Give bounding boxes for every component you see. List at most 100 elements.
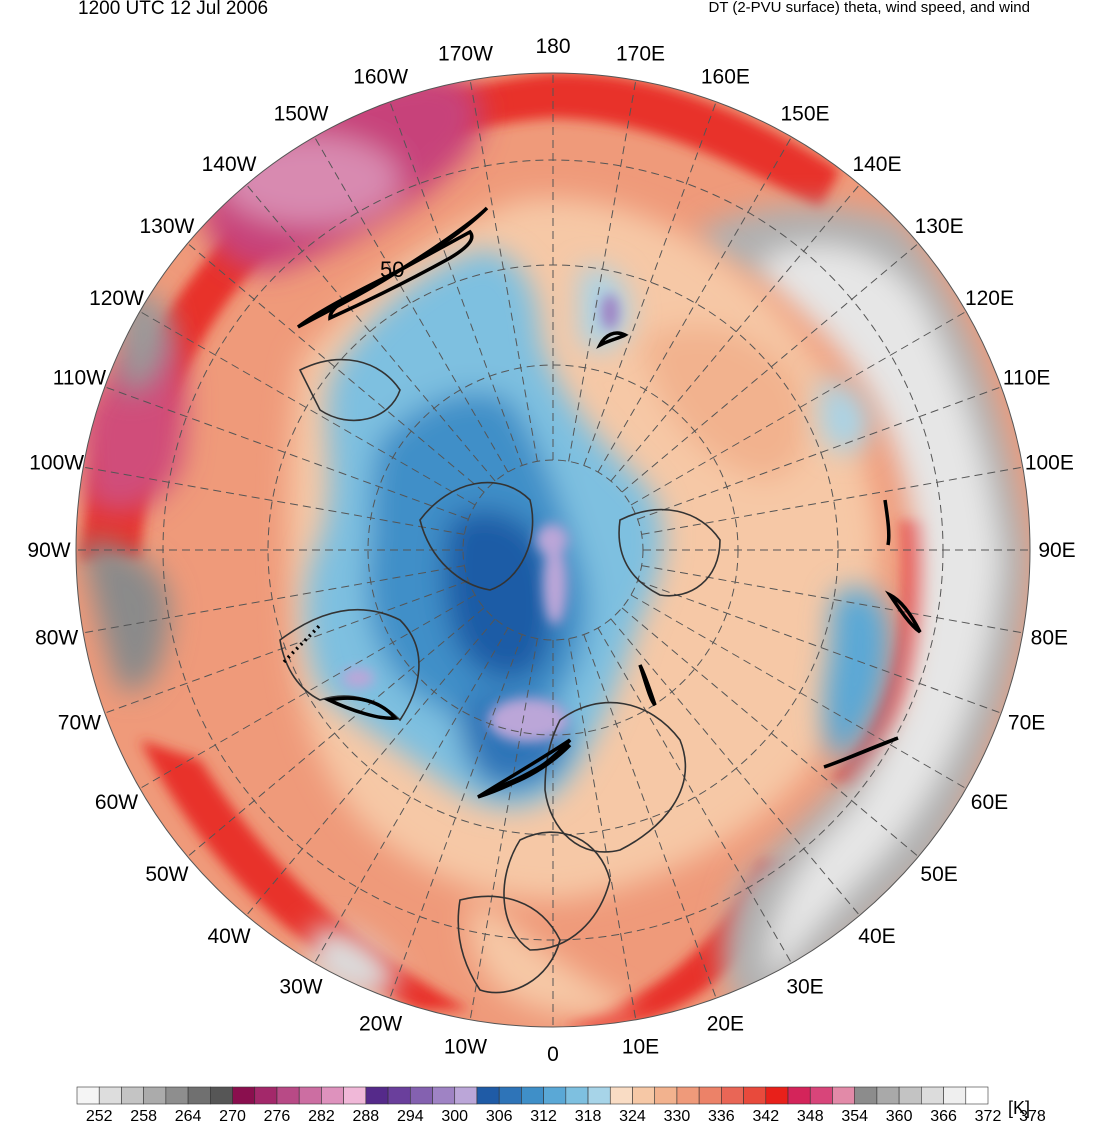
longitude-label: 110E bbox=[1003, 367, 1051, 390]
colorbar-tick-label: 258 bbox=[130, 1108, 157, 1125]
longitude-label: 90E bbox=[1038, 539, 1075, 562]
colorbar-tick-label: 366 bbox=[930, 1108, 957, 1125]
colorbar-swatch bbox=[521, 1086, 544, 1105]
longitude-label: 130E bbox=[915, 215, 964, 238]
colorbar-swatch bbox=[121, 1086, 144, 1105]
colorbar-swatch bbox=[165, 1086, 189, 1105]
colorbar-tick-label: 318 bbox=[575, 1108, 602, 1125]
colorbar-tick-label: 378 bbox=[1019, 1108, 1046, 1125]
longitude-label: 60E bbox=[971, 791, 1008, 814]
longitude-label: 60W bbox=[95, 791, 138, 814]
colorbar-swatch bbox=[654, 1086, 678, 1105]
colorbar-swatch bbox=[98, 1086, 122, 1105]
colorbar-swatch bbox=[432, 1086, 456, 1105]
longitude-label: 70W bbox=[58, 711, 101, 734]
colorbar-tick-label: 312 bbox=[530, 1108, 557, 1125]
colorbar-swatch bbox=[321, 1086, 344, 1105]
colorbar-tick-label: 360 bbox=[886, 1108, 913, 1125]
colorbar-unit: [K] bbox=[1008, 1098, 1030, 1118]
colorbar: 252 258 264 270 276 282 288 294 300 306 312 318 324 3… bbox=[76, 1086, 1046, 1125]
colorbar-tick-label: 348 bbox=[797, 1108, 824, 1125]
colorbar-swatch bbox=[898, 1086, 922, 1105]
colorbar-tick-label: 264 bbox=[175, 1108, 202, 1125]
colorbar-tick-label: 252 bbox=[86, 1108, 113, 1125]
colorbar-swatch bbox=[187, 1086, 211, 1105]
longitude-label: 100W bbox=[29, 451, 84, 474]
wind-speed-contours bbox=[282, 206, 922, 799]
longitude-label: 140W bbox=[202, 153, 257, 176]
colorbar-swatch bbox=[276, 1086, 300, 1105]
colorbar-swatch bbox=[565, 1086, 589, 1105]
longitude-label: 130W bbox=[139, 215, 194, 238]
longitude-label: 20W bbox=[359, 1013, 402, 1036]
longitude-label: 150E bbox=[780, 103, 829, 126]
colorbar-tick-label: 270 bbox=[219, 1108, 246, 1125]
longitude-label: 30E bbox=[786, 975, 823, 998]
longitude-label: 20E bbox=[707, 1013, 744, 1036]
colorbar-swatch bbox=[876, 1086, 900, 1105]
longitude-label: 80E bbox=[1031, 627, 1068, 650]
colorbar-swatch bbox=[476, 1086, 500, 1105]
colorbar-swatch bbox=[232, 1086, 256, 1105]
colorbar-swatch bbox=[143, 1086, 167, 1105]
colorbar-swatch bbox=[721, 1086, 744, 1105]
longitude-label: 170E bbox=[616, 43, 665, 66]
colorbar-swatch bbox=[743, 1086, 767, 1105]
product-title: DT (2-PVU surface) theta, wind speed, an… bbox=[708, 0, 1030, 16]
longitude-label: 90W bbox=[27, 539, 70, 562]
colorbar-tick-label: 372 bbox=[975, 1108, 1002, 1125]
colorbar-tick-label: 324 bbox=[619, 1108, 646, 1125]
colorbar-tick-label: 282 bbox=[308, 1108, 335, 1125]
longitude-label: 30W bbox=[279, 975, 322, 998]
colorbar-swatch bbox=[943, 1086, 967, 1105]
longitude-labels: 180 170E 160E 150E 140E 130E 120E 110E 100E 90E 80… bbox=[27, 35, 1075, 1066]
theta-field bbox=[76, 73, 1030, 1027]
colorbar-swatch bbox=[298, 1086, 322, 1105]
longitude-label: 170W bbox=[438, 43, 493, 66]
colorbar-tick-label: 342 bbox=[752, 1108, 779, 1125]
colorbar-swatch bbox=[387, 1086, 411, 1105]
colorbar-swatch bbox=[854, 1086, 878, 1105]
longitude-label: 160W bbox=[353, 65, 408, 88]
colorbar-swatch bbox=[765, 1086, 789, 1105]
colorbar-swatch bbox=[965, 1086, 989, 1105]
longitude-label: 120W bbox=[89, 287, 144, 310]
longitude-label: 40W bbox=[207, 925, 250, 948]
colorbar-swatch bbox=[254, 1086, 278, 1105]
colorbar-swatch bbox=[210, 1086, 233, 1105]
longitude-label: 50W bbox=[145, 863, 188, 886]
colorbar-swatch bbox=[365, 1086, 389, 1105]
colorbar-swatch bbox=[76, 1086, 100, 1105]
colorbar-swatch bbox=[921, 1086, 944, 1105]
colorbar-swatch bbox=[454, 1086, 478, 1105]
colorbar-swatch bbox=[832, 1086, 855, 1105]
colorbar-tick-label: 354 bbox=[841, 1108, 868, 1125]
longitude-label: 70E bbox=[1008, 711, 1045, 734]
longitude-label: 100E bbox=[1025, 451, 1074, 474]
longitude-label: 10E bbox=[622, 1035, 659, 1058]
longitude-label: 140E bbox=[852, 153, 901, 176]
wind-contour-label: 50 bbox=[380, 257, 404, 282]
map-boundary bbox=[75, 72, 1031, 1028]
colorbar-tick-label: 336 bbox=[708, 1108, 735, 1125]
longitude-label: 110W bbox=[53, 367, 106, 390]
longitude-label: 180 bbox=[535, 35, 570, 58]
colorbar-tick-label: 288 bbox=[353, 1108, 380, 1125]
longitude-label: 50E bbox=[920, 863, 957, 886]
colorbar-swatch bbox=[343, 1086, 367, 1105]
colorbar-swatch bbox=[787, 1086, 811, 1105]
colorbar-swatch bbox=[809, 1086, 833, 1105]
colorbar-tick-label: 306 bbox=[486, 1108, 513, 1125]
colorbar-swatch bbox=[543, 1086, 567, 1105]
colorbar-tick-label: 294 bbox=[397, 1108, 424, 1125]
coastlines bbox=[279, 358, 721, 994]
longitude-label: 0 bbox=[547, 1043, 559, 1066]
longitude-label: 10W bbox=[444, 1035, 487, 1058]
colorbar-swatch bbox=[676, 1086, 700, 1105]
colorbar-tick-label: 330 bbox=[664, 1108, 691, 1125]
longitude-label: 40E bbox=[858, 925, 895, 948]
longitude-label: 120E bbox=[965, 287, 1014, 310]
longitude-label: 150W bbox=[274, 103, 329, 126]
colorbar-tick-label: 300 bbox=[441, 1108, 468, 1125]
